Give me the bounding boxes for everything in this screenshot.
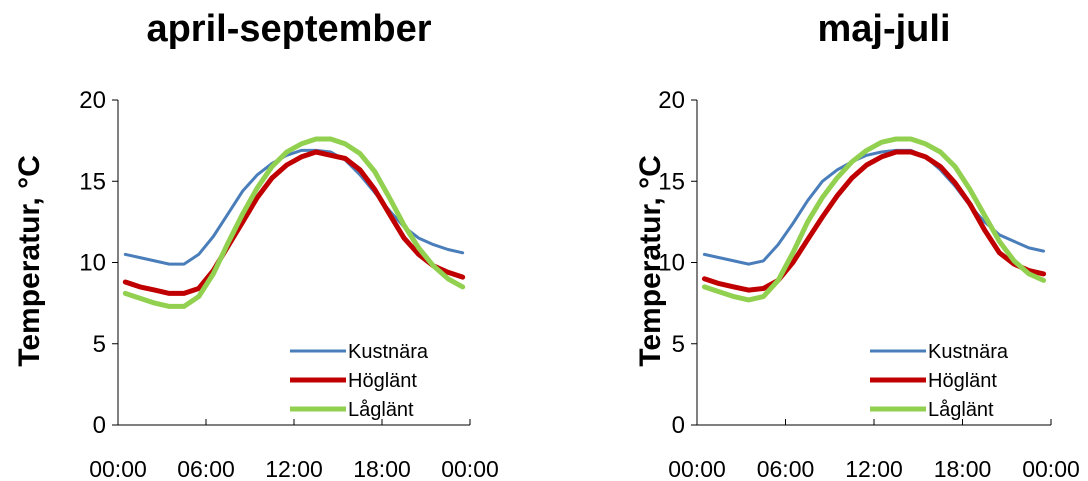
legend-label: Kustnära: [348, 341, 429, 363]
x-tick-label: 00:00: [441, 456, 499, 481]
y-tick-label: 15: [79, 168, 106, 195]
legend-label: Kustnära: [928, 341, 1009, 363]
legend-label: Höglänt: [928, 370, 997, 392]
line-chart: 0 5 10 15 20 00:00 06:00 12:00 18:00 00:00 Kustnär…: [79, 87, 499, 481]
x-tick-label: 06:00: [757, 456, 815, 481]
chart-title: april-september: [146, 8, 432, 50]
series-line-2: [122, 136, 466, 309]
x-tick-label: 12:00: [845, 456, 903, 481]
line-chart: 0 5 10 15 20 00:00 06:00 12:00 18:00 00:00 Kustnär…: [658, 87, 1080, 481]
x-tick-label: 00:00: [1022, 456, 1080, 481]
y-tick-label: 0: [672, 412, 685, 439]
x-tick-label: 12:00: [265, 456, 323, 481]
legend-label: Låglänt: [928, 399, 994, 421]
y-tick-label: 20: [79, 87, 106, 114]
y-tick-label: 15: [658, 168, 685, 195]
chart-panel-april-september: april-september Temperatur, °C 0 5 10 15 20 0…: [0, 0, 540, 481]
legend-label: Låglänt: [348, 399, 414, 421]
x-tick-label: 00:00: [668, 456, 726, 481]
legend: Kustnära Höglänt Låglänt: [870, 341, 1009, 421]
legend: Kustnära Höglänt Låglänt: [290, 341, 429, 421]
x-tick-label: 00:00: [89, 456, 147, 481]
legend-label: Höglänt: [348, 370, 417, 392]
series-line-1: [701, 149, 1047, 293]
y-tick-label: 10: [658, 250, 685, 277]
y-tick-label: 0: [93, 412, 106, 439]
y-tick-label: 20: [658, 87, 685, 114]
chart-panel-maj-juli: maj-juli Temperatur, °C 0 5 10 15 20 00:00 06:…: [540, 0, 1088, 481]
series-line-2: [701, 136, 1047, 303]
y-tick-label: 5: [93, 331, 106, 358]
series-line-1: [122, 149, 466, 296]
x-tick-label: 06:00: [177, 456, 235, 481]
y-tick-label: 10: [79, 250, 106, 277]
chart-title: maj-juli: [817, 8, 951, 50]
y-tick-label: 5: [672, 331, 685, 358]
x-tick-label: 18:00: [934, 456, 992, 481]
x-tick-label: 18:00: [353, 456, 411, 481]
